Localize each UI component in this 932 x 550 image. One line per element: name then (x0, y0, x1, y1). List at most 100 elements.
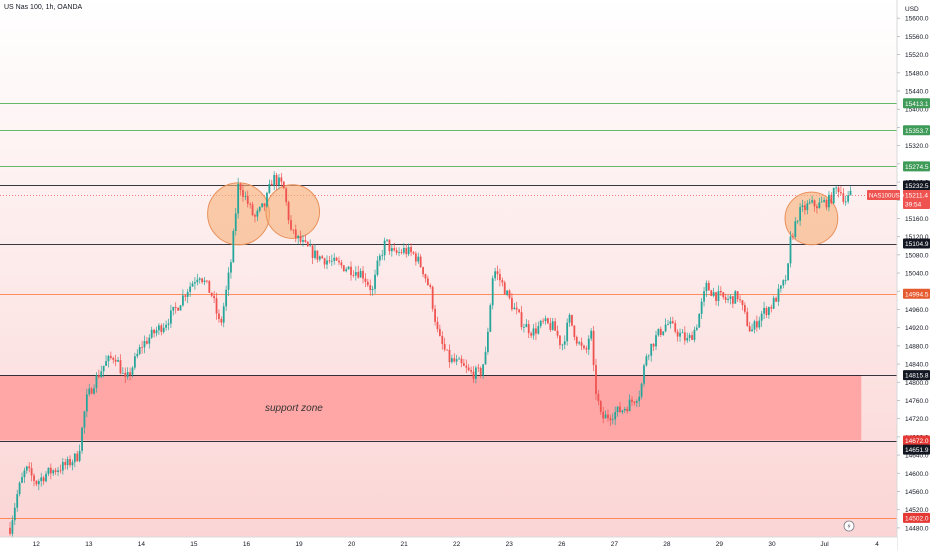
candle-body (227, 272, 230, 290)
candle-body (448, 349, 451, 363)
candle-body (544, 318, 547, 321)
candle-body (268, 183, 271, 193)
candle-body (691, 335, 693, 340)
y-tick-label: 15040.0 (905, 271, 929, 278)
candle-body (395, 250, 398, 253)
candle-body (710, 290, 713, 296)
candle-body (155, 330, 158, 334)
candle-body (640, 383, 643, 397)
candle-body (54, 470, 57, 473)
candle-body (35, 480, 38, 485)
candle-body (261, 203, 264, 207)
candle-body (282, 181, 285, 189)
candle-body (477, 367, 480, 369)
candle-body (299, 235, 302, 242)
candle-body (530, 333, 533, 336)
candle-body (390, 248, 393, 252)
candle-body (811, 200, 814, 203)
level-price-badge: 15232.5 (905, 183, 929, 190)
candle-body (760, 313, 763, 321)
candle-body (194, 282, 196, 284)
candle-body (777, 288, 780, 302)
bar-countdown: 39:54 (905, 202, 922, 209)
candle-body (568, 314, 571, 323)
y-tick-label: 14640.0 (905, 453, 929, 460)
candle-body (306, 241, 309, 247)
candle-body (280, 177, 283, 182)
candle-body (388, 239, 391, 252)
y-tick-label: 15400.0 (905, 107, 929, 114)
candle-body (578, 342, 581, 344)
level-price-badge: 15104.9 (905, 241, 929, 248)
candle-body (707, 282, 710, 291)
lightning-icon[interactable] (843, 520, 855, 532)
candle-body (354, 272, 357, 276)
candle-body (703, 291, 705, 302)
candle-body (400, 252, 403, 253)
support-zone[interactable] (0, 375, 862, 441)
candle-body (734, 291, 737, 304)
candle-body (220, 318, 223, 323)
candle-body (184, 295, 187, 297)
x-tick-label: 4 (875, 541, 879, 548)
candle-body (381, 255, 384, 257)
candle-body (76, 453, 79, 462)
candle-body (482, 364, 485, 376)
candle-body (662, 331, 665, 335)
x-tick-label: 16 (243, 541, 251, 548)
candle-body (844, 201, 847, 203)
candle-body (246, 196, 249, 204)
candle-body (575, 336, 578, 344)
candle-body (362, 270, 364, 279)
candle-body (383, 240, 386, 256)
candle-body (61, 462, 64, 471)
x-tick-label: 15 (190, 541, 198, 548)
candle-body (787, 263, 789, 280)
candle-body (748, 326, 751, 332)
candle-body (326, 260, 328, 265)
candle-body (157, 325, 160, 331)
candle-body (25, 466, 28, 471)
candle-body (820, 201, 823, 203)
candle-body (318, 256, 321, 260)
candle-body (460, 358, 463, 364)
candle-body (719, 290, 722, 293)
level-price-badge: 14994.5 (905, 291, 929, 298)
candle-body (196, 279, 199, 283)
candle-body (340, 262, 343, 266)
candle-body (616, 406, 619, 413)
candle-body (273, 175, 276, 186)
level-price-badge: 14502.0 (905, 515, 929, 522)
candle-body (705, 282, 708, 292)
x-tick-label: 14 (138, 541, 146, 548)
x-tick-label: 30 (768, 541, 776, 548)
candle-body (518, 309, 521, 313)
candle-body (345, 269, 348, 272)
candle-body (717, 290, 720, 302)
candle-body (556, 330, 559, 336)
candle-body (251, 204, 254, 216)
time-axis-panel[interactable] (0, 537, 897, 550)
candle-body (37, 481, 40, 485)
candle-body (508, 290, 511, 298)
candle-body (270, 183, 273, 186)
symbol-tag-bg (867, 190, 900, 201)
candle-body (496, 271, 499, 275)
candle-body (547, 318, 549, 324)
price-axis-panel[interactable] (897, 0, 932, 550)
candle-body (366, 281, 369, 286)
candle-body (143, 341, 146, 348)
candle-body (746, 311, 749, 327)
candle-body (13, 507, 16, 521)
candle-body (645, 356, 648, 366)
candle-body (170, 310, 172, 324)
highlight-circle[interactable] (784, 191, 839, 246)
candle-body (458, 358, 460, 360)
candle-body (160, 325, 163, 332)
candle-body (189, 286, 192, 292)
candle-body (840, 192, 842, 194)
candle-body (667, 323, 669, 325)
highlight-circle[interactable] (265, 184, 321, 239)
candle-body (698, 313, 701, 328)
